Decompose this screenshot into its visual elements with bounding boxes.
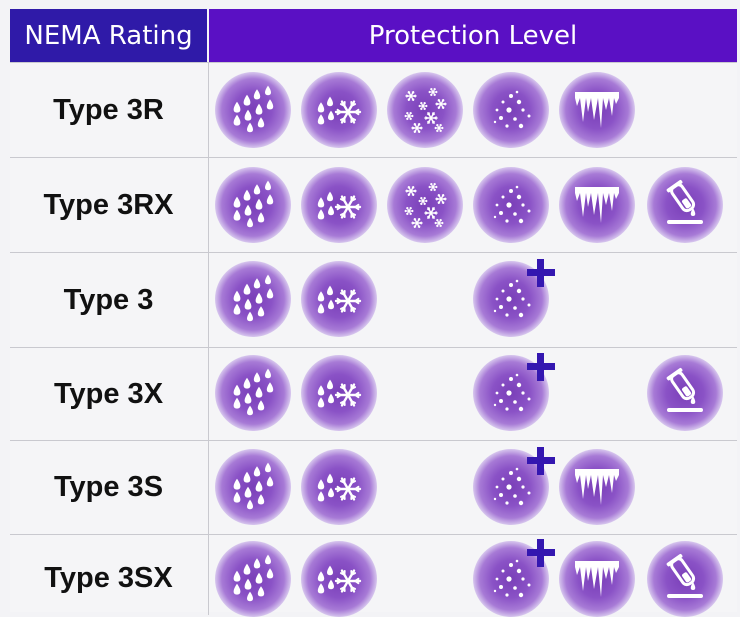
row-label: Type 3 bbox=[10, 253, 207, 347]
protection-icons bbox=[209, 535, 737, 615]
protection-icons bbox=[209, 63, 737, 157]
snow-icon bbox=[387, 72, 463, 148]
corrosion-icon bbox=[647, 541, 723, 617]
table-row: Type 3S bbox=[10, 440, 737, 534]
row-label: Type 3SX bbox=[10, 535, 207, 615]
dust-icon bbox=[473, 72, 549, 148]
sleet-icon bbox=[301, 72, 377, 148]
table-row: Type 3 bbox=[10, 252, 737, 347]
header-nema-rating: NEMA Rating bbox=[10, 9, 207, 62]
table-row: Type 3R bbox=[10, 62, 737, 157]
protection-icons bbox=[209, 441, 737, 534]
snow-icon bbox=[387, 167, 463, 243]
row-label: Type 3R bbox=[10, 63, 207, 157]
ice-icon bbox=[559, 449, 635, 525]
sleet-icon bbox=[301, 355, 377, 431]
rain-icon bbox=[215, 355, 291, 431]
dust-icon bbox=[473, 167, 549, 243]
corrosion-icon bbox=[647, 167, 723, 243]
plus-icon bbox=[527, 259, 555, 287]
rain-icon bbox=[215, 449, 291, 525]
ice-icon bbox=[559, 541, 635, 617]
plus-icon bbox=[527, 353, 555, 381]
table-row: Type 3SX bbox=[10, 534, 737, 615]
rain-icon bbox=[215, 261, 291, 337]
protection-icons bbox=[209, 158, 737, 252]
sleet-icon bbox=[301, 449, 377, 525]
header-protection-level: Protection Level bbox=[209, 9, 737, 62]
sleet-icon bbox=[301, 167, 377, 243]
rain-icon bbox=[215, 167, 291, 243]
table-row: Type 3X bbox=[10, 347, 737, 440]
ice-icon bbox=[559, 167, 635, 243]
rain-icon bbox=[215, 72, 291, 148]
nema-table: NEMA Rating Protection Level Type 3R Typ… bbox=[10, 9, 737, 612]
protection-icons bbox=[209, 253, 737, 347]
plus-icon bbox=[527, 447, 555, 475]
sleet-icon bbox=[301, 541, 377, 617]
sleet-icon bbox=[301, 261, 377, 337]
table-row: Type 3RX bbox=[10, 157, 737, 252]
row-label: Type 3S bbox=[10, 441, 207, 534]
row-label: Type 3RX bbox=[10, 158, 207, 252]
rain-icon bbox=[215, 541, 291, 617]
protection-icons bbox=[209, 348, 737, 440]
row-label: Type 3X bbox=[10, 348, 207, 440]
plus-icon bbox=[527, 539, 555, 567]
corrosion-icon bbox=[647, 355, 723, 431]
ice-icon bbox=[559, 72, 635, 148]
